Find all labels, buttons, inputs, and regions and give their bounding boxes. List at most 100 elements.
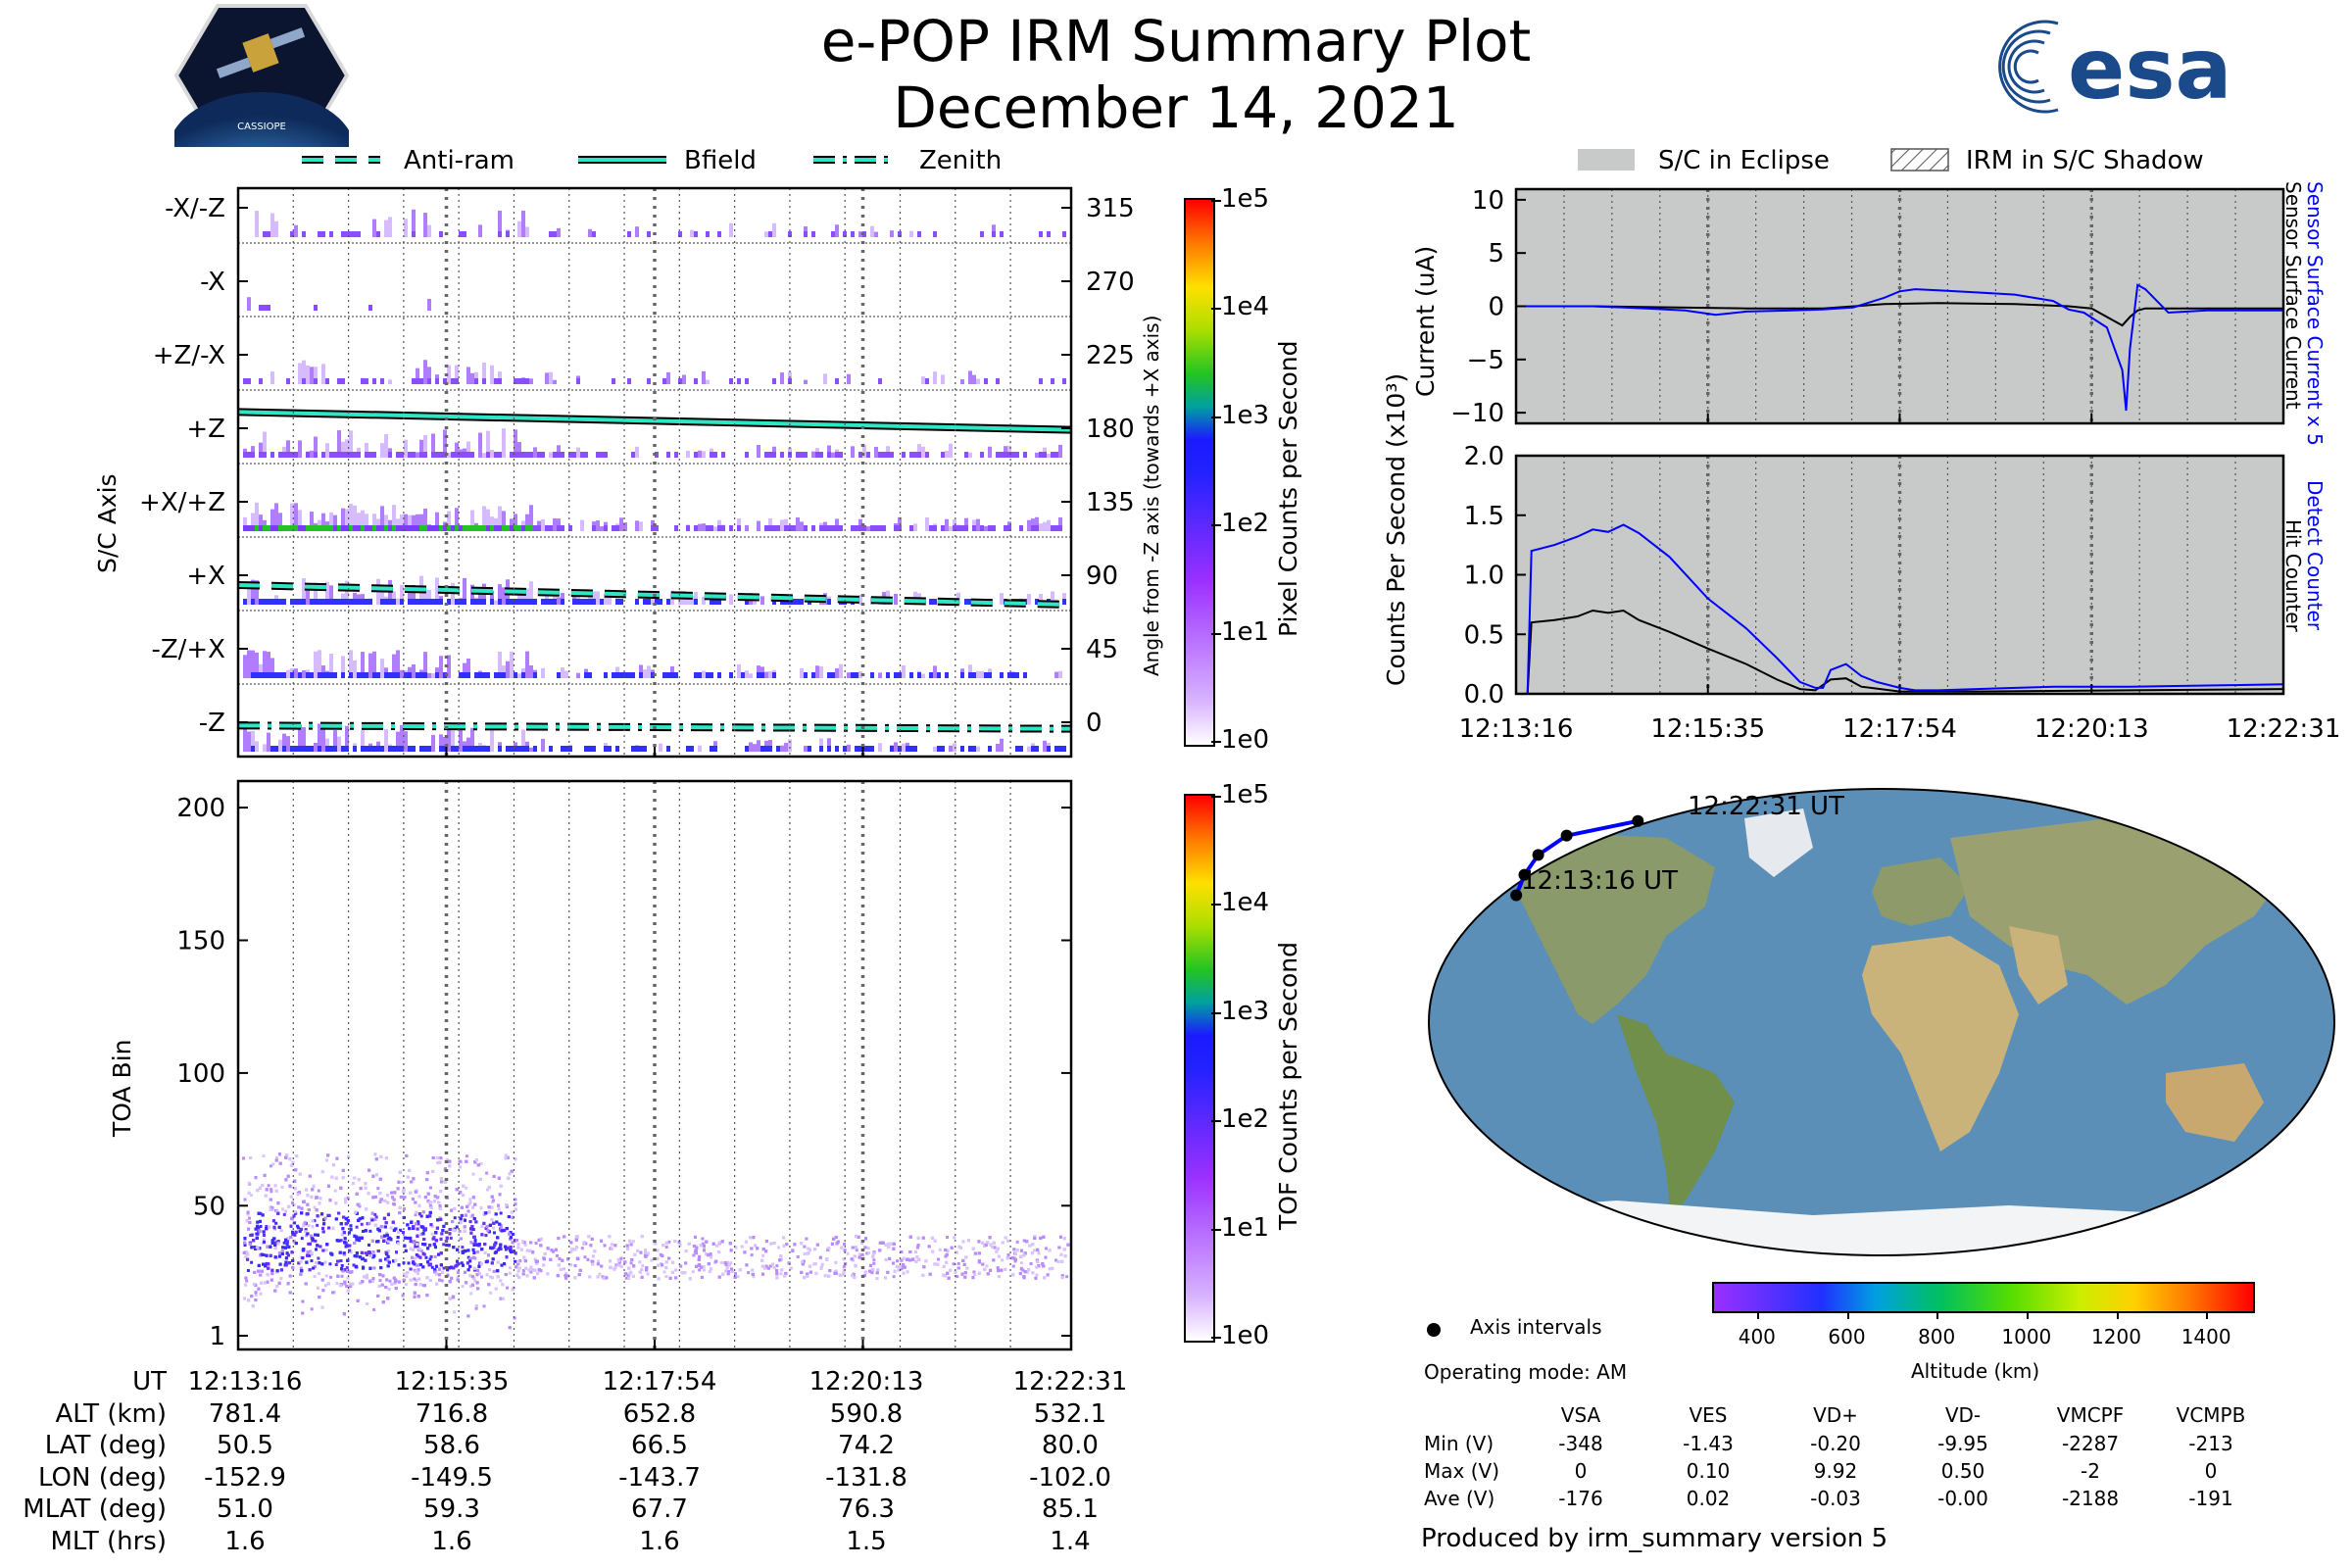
voltage-cell: -2287 bbox=[2061, 1432, 2120, 1455]
altitude-tickmark bbox=[2116, 1311, 2119, 1319]
axis-label-7: -Z bbox=[199, 709, 225, 738]
counts-y2label-blue: Detect Counter bbox=[2303, 480, 2327, 630]
colorbar-tick: 1e3 bbox=[1221, 996, 1270, 1026]
current-tick-1: 5 bbox=[1488, 239, 1504, 269]
page-title: e-POP IRM Summary Plot bbox=[820, 8, 1532, 74]
track-start-label: 12:13:16 UT bbox=[1521, 866, 1678, 896]
colorbar-tickmark bbox=[1211, 524, 1221, 527]
altitude-tick: 1400 bbox=[2180, 1325, 2231, 1348]
ephem-cell: -143.7 bbox=[618, 1462, 701, 1493]
toa-tick-1: 50 bbox=[193, 1192, 225, 1221]
legend-right: S/C in Eclipse IRM in S/C Shadow bbox=[1578, 146, 2204, 175]
counts-tick-2: 1.0 bbox=[1464, 562, 1504, 591]
counts-y2label-black: Hit Counter bbox=[2281, 519, 2305, 632]
time-tick-2: 12:17:54 bbox=[1842, 714, 1957, 744]
pixel-colorbar bbox=[1184, 198, 1215, 747]
voltage-col-header: VMCPF bbox=[2056, 1403, 2125, 1427]
voltage-cell: -2188 bbox=[2061, 1487, 2120, 1510]
colorbar-tick: 1e4 bbox=[1221, 292, 1270, 322]
ephem-cell: 51.0 bbox=[217, 1494, 273, 1524]
voltage-col-header: VD+ bbox=[1813, 1403, 1858, 1427]
voltage-cell: 0.50 bbox=[1940, 1459, 1985, 1483]
axis-label-1: -X bbox=[200, 268, 225, 297]
voltage-cell: 0 bbox=[2204, 1459, 2218, 1483]
voltage-cell: 0.02 bbox=[1686, 1487, 1731, 1510]
angle-tick-2: 225 bbox=[1086, 341, 1135, 370]
ephem-cell: 59.3 bbox=[423, 1494, 480, 1524]
series-sensor-surface-current-x-5 bbox=[1516, 283, 2283, 412]
voltage-cell: 0.10 bbox=[1686, 1459, 1731, 1483]
colorbar-tick: 1e1 bbox=[1221, 616, 1270, 647]
voltage-col-header: VD- bbox=[1944, 1403, 1982, 1427]
voltage-cell: -191 bbox=[2188, 1487, 2233, 1510]
time-tick-4: 12:22:31 bbox=[2227, 714, 2341, 744]
colorbar-tick: 1e0 bbox=[1221, 1321, 1270, 1350]
ephem-cell: 12:13:16 bbox=[187, 1367, 303, 1396]
colorbar-tick: 1e1 bbox=[1221, 1212, 1270, 1243]
ephem-row-label: MLAT (deg) bbox=[23, 1494, 167, 1524]
voltage-row-label: Max (V) bbox=[1424, 1459, 1499, 1483]
ephem-cell: 1.6 bbox=[431, 1526, 472, 1556]
footer-text: Produced by irm_summary version 5 bbox=[1421, 1524, 1888, 1553]
voltage-cell: -2 bbox=[2081, 1459, 2100, 1483]
voltage-cell: -348 bbox=[1558, 1432, 1603, 1455]
ephem-cell: 1.6 bbox=[639, 1526, 680, 1556]
voltage-cell: 9.92 bbox=[1813, 1459, 1858, 1483]
toa-tick-4: 200 bbox=[176, 794, 225, 823]
axis-label-6: -Z/+X bbox=[151, 635, 225, 664]
ephem-cell: 50.5 bbox=[217, 1431, 273, 1460]
ephem-cell: 66.5 bbox=[631, 1431, 688, 1460]
voltage-cell: -0.03 bbox=[1810, 1487, 1861, 1510]
current-tick-4: −10 bbox=[1450, 399, 1504, 428]
altitude-tick: 1200 bbox=[2091, 1325, 2141, 1348]
voltage-cell: 0 bbox=[1574, 1459, 1588, 1483]
counts-ylabel: Counts Per Second (x10³) bbox=[1382, 372, 1410, 686]
ephem-row-label: MLT (hrs) bbox=[50, 1526, 168, 1556]
toa-tick-0: 1 bbox=[209, 1322, 225, 1351]
voltage-cell: -9.95 bbox=[1937, 1432, 1988, 1455]
ephem-cell: 781.4 bbox=[208, 1398, 282, 1429]
series-sensor-surface-current bbox=[1516, 302, 2283, 327]
ephem-cell: 12:20:13 bbox=[808, 1367, 924, 1396]
altitude-colorbar-label: Altitude (km) bbox=[1911, 1359, 2040, 1383]
colorbar-tickmark bbox=[1211, 1228, 1221, 1231]
angle-tick-0: 315 bbox=[1086, 194, 1135, 223]
axis-label-4: +X/+Z bbox=[139, 488, 225, 517]
colorbar-tickmark bbox=[1211, 796, 1221, 798]
altitude-tickmark bbox=[1846, 1311, 1849, 1319]
voltage-cell: -0.20 bbox=[1810, 1432, 1861, 1455]
altitude-colorbar bbox=[1712, 1282, 2255, 1313]
axis-label-0: -X/-Z bbox=[165, 194, 225, 223]
series-hit-counter bbox=[1516, 609, 2284, 695]
colorbar-tick: 1e2 bbox=[1221, 1104, 1270, 1135]
ephem-cell: -102.0 bbox=[1029, 1462, 1111, 1493]
counts-tick-1: 1.5 bbox=[1464, 502, 1504, 531]
colorbar-tickmark bbox=[1211, 1337, 1221, 1339]
ephem-cell: 74.2 bbox=[838, 1431, 895, 1460]
altitude-tick: 400 bbox=[1738, 1325, 1776, 1348]
altitude-tickmark bbox=[2206, 1311, 2209, 1319]
ephem-cell: 1.5 bbox=[846, 1526, 887, 1556]
voltage-cell: -176 bbox=[1558, 1487, 1603, 1510]
esa-logo-text: esa bbox=[2068, 21, 2232, 119]
legend-shadow: IRM in S/C Shadow bbox=[1966, 146, 2204, 175]
time-tick-1: 12:15:35 bbox=[1650, 714, 1765, 744]
colorbar-tickmark bbox=[1211, 741, 1221, 743]
angle-tick-1: 270 bbox=[1086, 268, 1135, 297]
tof-plot-frame bbox=[236, 779, 1073, 1351]
ephem-cell: 12:17:54 bbox=[602, 1367, 717, 1396]
ground-track-map: 12:22:31 UT 12:13:16 UT bbox=[1428, 788, 2335, 1256]
counts-tick-0: 2.0 bbox=[1464, 442, 1504, 471]
ephem-row-label: UT bbox=[132, 1367, 167, 1396]
counts-tick-3: 0.5 bbox=[1464, 620, 1504, 650]
voltage-row-label: Min (V) bbox=[1424, 1432, 1494, 1455]
current-tick-0: 10 bbox=[1472, 186, 1504, 216]
colorbar-tick: 1e0 bbox=[1221, 725, 1270, 755]
altitude-tick: 800 bbox=[1918, 1325, 1956, 1348]
time-tick-0: 12:13:16 bbox=[1459, 714, 1574, 744]
altitude-tickmark bbox=[1936, 1311, 1939, 1319]
